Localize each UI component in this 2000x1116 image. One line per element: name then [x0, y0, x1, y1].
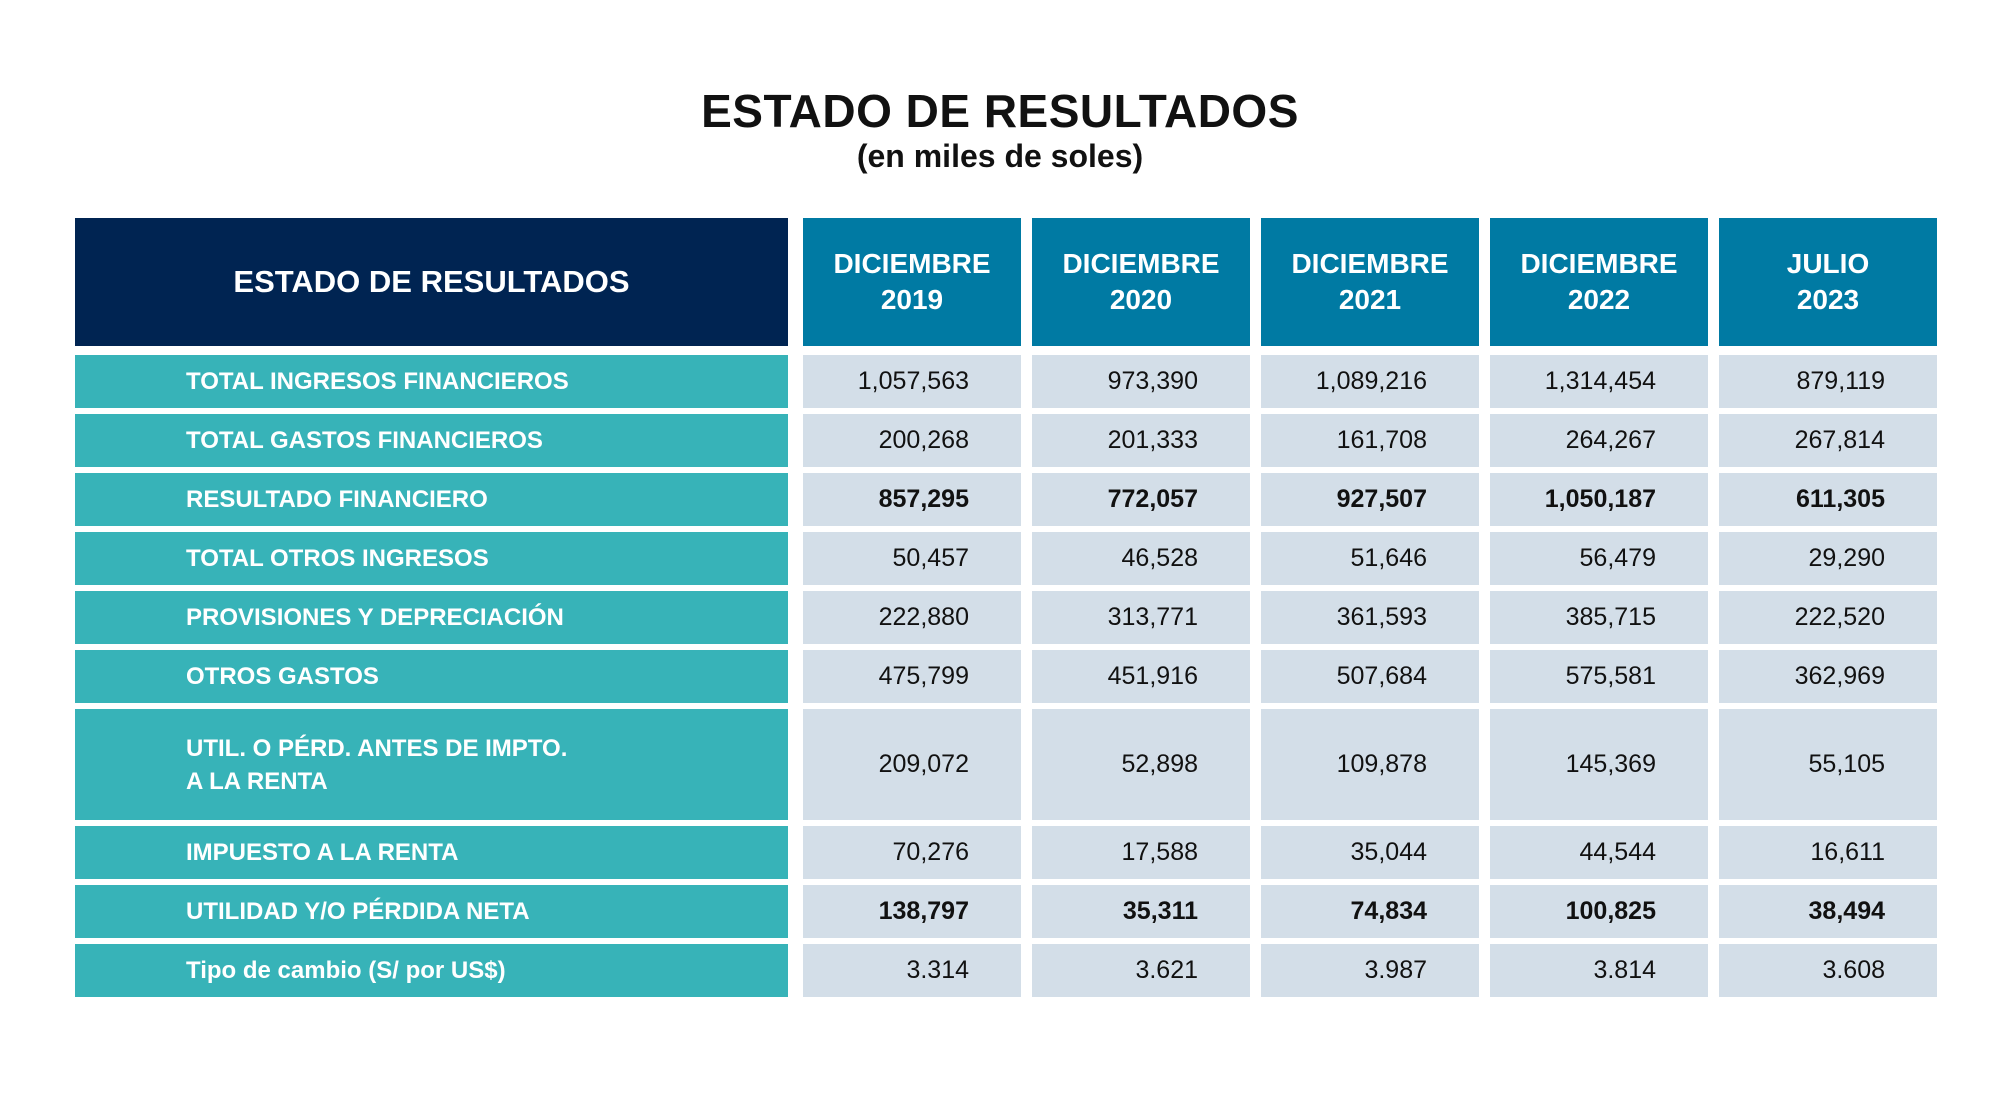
column-header-period: DICIEMBRE: [1520, 248, 1678, 279]
row-label: TOTAL GASTOS FINANCIEROS: [75, 414, 788, 467]
table-cell: 385,715: [1490, 591, 1708, 644]
table-cell: 3.608: [1719, 944, 1937, 997]
row-label: UTIL. O PÉRD. ANTES DE IMPTO. A LA RENTA: [75, 709, 788, 820]
table-cell: 70,276: [803, 826, 1021, 879]
table-cell: 74,834: [1261, 885, 1479, 938]
column-header-2020: DICIEMBRE 2020: [1032, 218, 1250, 346]
table-cell: 3.314: [803, 944, 1021, 997]
page-subtitle: (en miles de soles): [856, 138, 1144, 174]
row-label: TOTAL INGRESOS FINANCIEROS: [75, 355, 788, 408]
column-header-year: 2020: [1109, 284, 1173, 315]
table-cell: 857,295: [803, 473, 1021, 526]
row-label-text: TOTAL INGRESOS FINANCIEROS: [186, 368, 569, 395]
row-label-text: UTILIDAD Y/O PÉRDIDA NETA: [186, 898, 530, 925]
row-label-text: TOTAL GASTOS FINANCIEROS: [186, 427, 543, 454]
table-cell: 879,119: [1719, 355, 1937, 408]
table-cell: 611,305: [1719, 473, 1937, 526]
table-cell: 100,825: [1490, 885, 1708, 938]
table-cell: 109,878: [1261, 709, 1479, 820]
table-cell: 222,520: [1719, 591, 1937, 644]
table-cell: 264,267: [1490, 414, 1708, 467]
table-cell: 52,898: [1032, 709, 1250, 820]
table-cell: 222,880: [803, 591, 1021, 644]
header-label-text: ESTADO DE RESULTADOS: [233, 264, 630, 299]
table-cell: 3.621: [1032, 944, 1250, 997]
column-header-2019: DICIEMBRE 2019: [803, 218, 1021, 346]
column-header-year: 2021: [1338, 284, 1402, 315]
row-label: UTILIDAD Y/O PÉRDIDA NETA: [75, 885, 788, 938]
table-cell: 35,311: [1032, 885, 1250, 938]
row-label: Tipo de cambio (S/ por US$): [75, 944, 788, 997]
column-header-period: DICIEMBRE: [833, 248, 991, 279]
column-header-year: 2022: [1567, 284, 1631, 315]
table-cell: 38,494: [1719, 885, 1937, 938]
table-cell: 35,044: [1261, 826, 1479, 879]
table-cell: 138,797: [803, 885, 1021, 938]
row-label-text: TOTAL OTROS INGRESOS: [186, 545, 489, 572]
table-cell: 575,581: [1490, 650, 1708, 703]
table-cell: 927,507: [1261, 473, 1479, 526]
row-label-text: IMPUESTO A LA RENTA: [186, 839, 459, 866]
table-cell: 451,916: [1032, 650, 1250, 703]
table-cell: 29,290: [1719, 532, 1937, 585]
table-cell: 44,544: [1490, 826, 1708, 879]
row-label: RESULTADO FINANCIERO: [75, 473, 788, 526]
row-label-text: Tipo de cambio (S/ por US$): [186, 957, 506, 984]
table-cell: 361,593: [1261, 591, 1479, 644]
row-label-text: OTROS GASTOS: [186, 663, 379, 690]
table-cell: 17,588: [1032, 826, 1250, 879]
table-header-label: ESTADO DE RESULTADOS: [75, 218, 788, 346]
column-header-2023: JULIO 2023: [1719, 218, 1937, 346]
table-cell: 1,314,454: [1490, 355, 1708, 408]
table-cell: 201,333: [1032, 414, 1250, 467]
table-cell: 3.814: [1490, 944, 1708, 997]
table-cell: 3.987: [1261, 944, 1479, 997]
table-cell: 313,771: [1032, 591, 1250, 644]
table-cell: 1,089,216: [1261, 355, 1479, 408]
table-cell: 267,814: [1719, 414, 1937, 467]
table-cell: 56,479: [1490, 532, 1708, 585]
table-cell: 200,268: [803, 414, 1021, 467]
column-header-2021: DICIEMBRE 2021: [1261, 218, 1479, 346]
row-label: TOTAL OTROS INGRESOS: [75, 532, 788, 585]
table-cell: 1,050,187: [1490, 473, 1708, 526]
table-cell: 772,057: [1032, 473, 1250, 526]
column-header-2022: DICIEMBRE 2022: [1490, 218, 1708, 346]
row-label-text: PROVISIONES Y DEPRECIACIÓN: [186, 604, 564, 631]
page-title: ESTADO DE RESULTADOS: [701, 85, 1299, 137]
table-cell: 55,105: [1719, 709, 1937, 820]
table-cell: 46,528: [1032, 532, 1250, 585]
table-cell: 209,072: [803, 709, 1021, 820]
table-cell: 362,969: [1719, 650, 1937, 703]
table-cell: 16,611: [1719, 826, 1937, 879]
row-label-text: RESULTADO FINANCIERO: [186, 486, 488, 513]
table-cell: 50,457: [803, 532, 1021, 585]
table-cell: 475,799: [803, 650, 1021, 703]
column-header-period: DICIEMBRE: [1062, 248, 1220, 279]
column-header-year: 2019: [880, 284, 944, 315]
column-header-year: 2023: [1796, 284, 1860, 315]
table-cell: 1,057,563: [803, 355, 1021, 408]
row-label-text: UTIL. O PÉRD. ANTES DE IMPTO. A LA RENTA: [186, 734, 568, 795]
row-label: OTROS GASTOS: [75, 650, 788, 703]
table-cell: 973,390: [1032, 355, 1250, 408]
row-label: IMPUESTO A LA RENTA: [75, 826, 788, 879]
table-cell: 51,646: [1261, 532, 1479, 585]
column-header-period: DICIEMBRE: [1291, 248, 1449, 279]
table-cell: 161,708: [1261, 414, 1479, 467]
column-header-period: JULIO: [1786, 248, 1870, 279]
table-cell: 507,684: [1261, 650, 1479, 703]
row-label: PROVISIONES Y DEPRECIACIÓN: [75, 591, 788, 644]
table-cell: 145,369: [1490, 709, 1708, 820]
